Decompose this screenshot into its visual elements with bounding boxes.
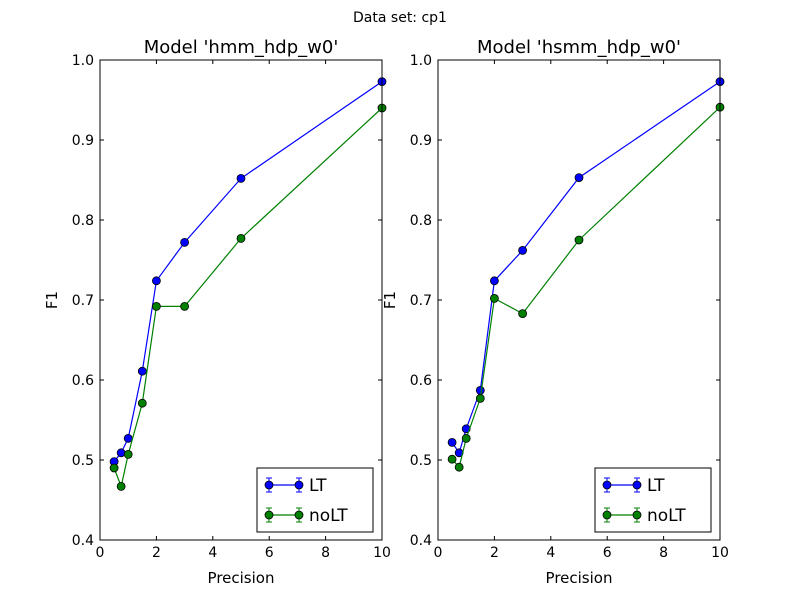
- x-tick-label: 4: [208, 545, 217, 561]
- x-tick-label: 6: [265, 545, 274, 561]
- y-tick-label: 0.6: [410, 373, 432, 389]
- legend-marker-noLT: [632, 510, 642, 520]
- data-point-noLT: [574, 235, 584, 245]
- legend-label-LT: LT: [647, 476, 665, 496]
- series-line-LT: [451, 81, 721, 455]
- data-point-noLT: [123, 449, 133, 459]
- chart-panel-2: Model 'hsmm_hdp_w0' 0 2 4 6 8 10 0.4 0.5 0.6 0.7 0.…: [381, 37, 729, 587]
- x-tick-label: 0: [434, 545, 443, 561]
- y-tick-label: 1.0: [72, 53, 94, 69]
- legend-label-noLT: noLT: [647, 506, 686, 526]
- data-point-noLT: [489, 293, 499, 303]
- y-tick-label: 0.5: [410, 453, 432, 469]
- legend-marker-LT: [632, 480, 642, 490]
- data-point-LT: [151, 276, 161, 286]
- legend-marker-LT: [602, 480, 612, 490]
- axes-frame: [437, 59, 721, 541]
- series-line-noLT: [113, 107, 383, 489]
- data-point-noLT: [454, 462, 464, 472]
- legend-marker-noLT: [602, 510, 612, 520]
- chart-title: Model 'hsmm_hdp_w0': [477, 37, 681, 58]
- figure-suptitle: Data set: cp1: [353, 10, 447, 26]
- data-point-noLT: [475, 393, 485, 403]
- x-tick-label: 2: [152, 545, 161, 561]
- legend: LT noLT: [256, 467, 374, 533]
- data-point-noLT: [116, 481, 126, 491]
- data-point-LT: [123, 433, 133, 443]
- chart-title: Model 'hmm_hdp_w0': [144, 37, 339, 58]
- x-tick-label: 8: [659, 545, 668, 561]
- y-tick-label: 1.0: [410, 53, 432, 69]
- y-tick-label: 0.8: [410, 213, 432, 229]
- x-axis-label: Precision: [208, 569, 275, 587]
- x-tick-label: 6: [603, 545, 612, 561]
- legend-marker-noLT: [264, 510, 274, 520]
- y-axis-label: F1: [381, 291, 399, 309]
- y-tick-label: 0.6: [72, 373, 94, 389]
- series-line-noLT: [451, 106, 721, 469]
- x-tick-label: 4: [546, 545, 555, 561]
- legend-marker-LT: [264, 480, 274, 490]
- data-point-noLT: [518, 309, 527, 319]
- data-point-LT: [489, 276, 499, 286]
- data-point-LT: [137, 366, 147, 376]
- chart-panel-1: Model 'hmm_hdp_w0' 0 2 4 6 8 10 0.4 0.5 0.6 0.7 0.8…: [43, 37, 391, 587]
- legend-box: [256, 467, 374, 533]
- x-tick-label: 10: [373, 545, 391, 561]
- x-tick-label: 10: [711, 545, 729, 561]
- y-tick-label: 0.4: [72, 533, 94, 549]
- y-tick-label: 0.5: [72, 453, 94, 469]
- data-point-noLT: [461, 433, 471, 443]
- y-tick-label: 0.9: [72, 133, 94, 149]
- x-tick-label: 2: [490, 545, 499, 561]
- y-tick-label: 0.7: [72, 293, 94, 309]
- data-point-LT: [236, 173, 246, 183]
- axes-frame: [99, 59, 383, 541]
- y-tick-label: 0.4: [410, 533, 432, 549]
- data-point-noLT: [151, 301, 161, 311]
- data-point-noLT: [180, 301, 190, 311]
- y-tick-label: 0.7: [410, 293, 432, 309]
- data-point-LT: [116, 448, 126, 458]
- data-point-noLT: [109, 463, 119, 473]
- data-point-LT: [518, 245, 527, 255]
- data-point-LT: [180, 237, 190, 247]
- legend-label-noLT: noLT: [309, 506, 348, 526]
- data-point-LT: [475, 385, 485, 395]
- y-axis-label: F1: [43, 291, 61, 309]
- y-tick-label: 0.8: [72, 213, 94, 229]
- y-tick-label: 0.9: [410, 133, 432, 149]
- series-line-LT: [113, 81, 383, 462]
- data-point-noLT: [236, 233, 246, 243]
- legend-box: [594, 467, 712, 533]
- x-tick-label: 8: [321, 545, 330, 561]
- x-tick-label: 0: [96, 545, 105, 561]
- x-axis-label: Precision: [546, 569, 613, 587]
- legend-label-LT: LT: [309, 476, 327, 496]
- data-point-noLT: [447, 454, 457, 464]
- data-point-noLT: [137, 398, 147, 408]
- legend: LT noLT: [594, 467, 712, 533]
- legend-marker-noLT: [294, 510, 304, 520]
- data-point-LT: [574, 173, 584, 183]
- legend-marker-LT: [294, 480, 304, 490]
- data-point-LT: [447, 437, 457, 447]
